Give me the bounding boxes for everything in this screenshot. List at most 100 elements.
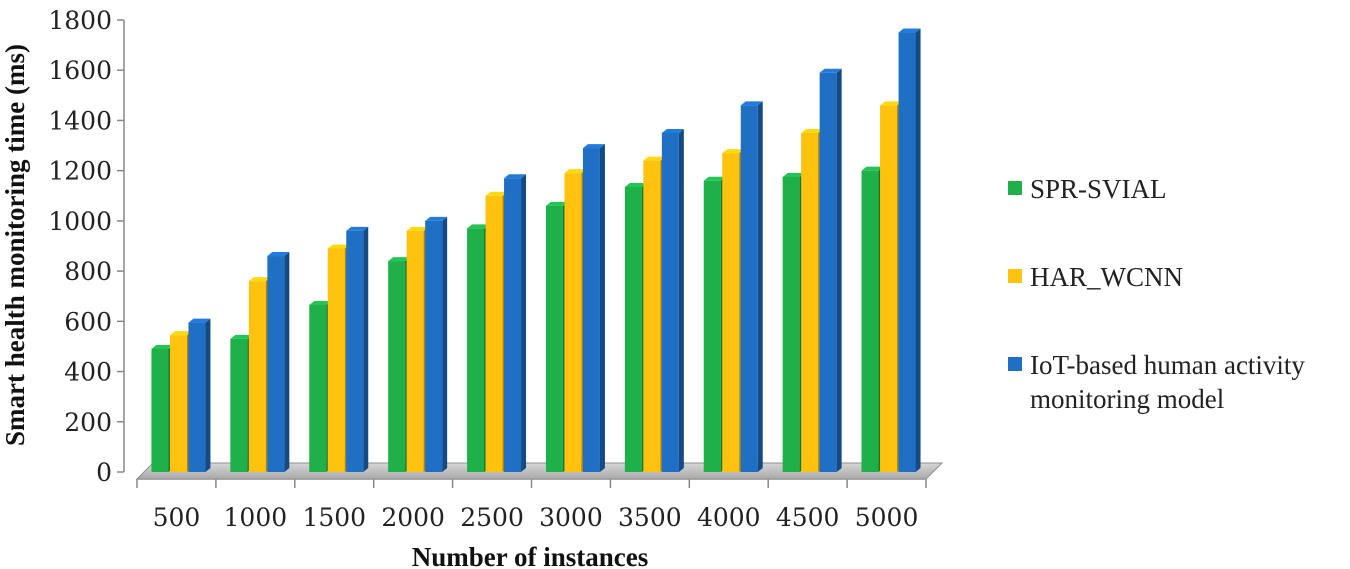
- x-tick-label: 5000: [855, 503, 919, 532]
- bar-side: [915, 28, 921, 473]
- bar-front: [467, 228, 485, 472]
- bar-front: [898, 32, 916, 473]
- bar: [346, 226, 369, 472]
- bar-group-500: [151, 318, 211, 472]
- bar-front: [309, 305, 327, 472]
- bar-side: [836, 68, 842, 472]
- bar: [267, 252, 290, 472]
- bar-top: [801, 129, 824, 133]
- bar-group-1500: [309, 226, 369, 472]
- bar-top: [564, 169, 587, 174]
- legend-label: monitoring model: [1030, 384, 1224, 414]
- y-tick-label: 1400: [48, 106, 112, 135]
- bar-side: [757, 101, 763, 472]
- bar-front: [188, 322, 206, 472]
- bar-front: [880, 105, 898, 472]
- bar-front: [485, 195, 503, 472]
- bar-front: [406, 230, 424, 472]
- y-axis-title: Smart health monitoring time (ms): [0, 44, 30, 446]
- y-tick-label: 0: [96, 458, 112, 487]
- legend-label: HAR_WCNN: [1030, 262, 1183, 292]
- bar-top: [861, 166, 884, 171]
- bar-front: [425, 220, 443, 472]
- legend-label: SPR-SVIAL: [1030, 174, 1167, 204]
- legend-item: HAR_WCNN: [1008, 262, 1183, 292]
- bar-top: [425, 216, 448, 221]
- bar-front: [151, 348, 169, 472]
- bar-top: [388, 257, 411, 262]
- bar-top: [309, 301, 332, 306]
- bar-top: [545, 201, 568, 206]
- bar-side: [205, 318, 211, 472]
- bar: [425, 216, 448, 472]
- x-tick-label: 1000: [224, 503, 288, 532]
- bar-group-5000: [861, 28, 921, 473]
- y-tick-label: 600: [64, 307, 112, 336]
- bar-front: [643, 160, 661, 472]
- bar-top: [406, 226, 429, 231]
- bar-front: [661, 133, 679, 472]
- bar-side: [284, 252, 290, 472]
- x-tick-label: 1500: [302, 503, 366, 532]
- bar-top: [327, 244, 350, 249]
- bar-top: [230, 334, 253, 339]
- bar: [188, 318, 211, 472]
- bar-front: [346, 230, 364, 472]
- bar-front: [722, 153, 740, 473]
- bar: [740, 101, 763, 472]
- bar-front: [327, 248, 345, 472]
- y-tick-label: 1600: [48, 56, 112, 85]
- x-tick-label: 3000: [539, 503, 603, 532]
- bar-side: [521, 174, 527, 472]
- legend-swatch: [1008, 181, 1022, 195]
- legend: SPR-SVIAL HAR_WCNN IoT-based human activit…: [1008, 174, 1305, 414]
- bar-group-4000: [703, 101, 763, 473]
- bar-top: [782, 172, 805, 177]
- bar-front: [624, 186, 642, 472]
- x-tick-label: 500: [153, 503, 201, 532]
- bar-top: [151, 344, 174, 349]
- x-tick-label: 2000: [381, 503, 445, 532]
- bar-side: [442, 216, 448, 472]
- bar-top: [722, 149, 745, 154]
- bar-group-2000: [388, 216, 448, 472]
- bar-front: [564, 173, 582, 472]
- bar-group-3000: [545, 144, 605, 473]
- y-tick-label: 1000: [48, 207, 112, 236]
- bar-group-4500: [782, 68, 842, 472]
- legend-item: IoT-based human activity monitoring model: [1008, 350, 1305, 414]
- x-axis-title: Number of instances: [412, 542, 649, 569]
- x-tick-label: 4500: [776, 503, 840, 532]
- bar-front: [230, 338, 248, 472]
- bar-top: [880, 101, 903, 106]
- bar-top: [643, 156, 666, 161]
- bar-front: [861, 170, 879, 472]
- legend-swatch: [1008, 269, 1022, 283]
- legend-swatch: [1008, 357, 1022, 371]
- y-tick-label: 1800: [48, 6, 112, 35]
- bar-top: [346, 226, 369, 231]
- bar: [504, 174, 527, 472]
- bar: [898, 28, 921, 473]
- bar-top: [819, 68, 842, 73]
- bar: [582, 144, 605, 473]
- bar-top: [504, 174, 527, 179]
- bar-top: [485, 191, 508, 196]
- bar-side: [599, 144, 605, 473]
- bar-top: [898, 28, 921, 33]
- bar-front: [169, 335, 187, 472]
- y-tick-label: 400: [64, 358, 112, 387]
- bar-side: [363, 226, 369, 472]
- bar-front: [388, 261, 406, 472]
- x-tick-label: 3500: [618, 503, 682, 532]
- x-tick-labels: 500 1000 1500 2000 2500 3000 3500 4000 4500 5000: [153, 503, 919, 532]
- bar-side: [678, 129, 684, 472]
- y-tick-label: 200: [64, 408, 112, 437]
- y-tick-label: 1200: [48, 157, 112, 186]
- bar-front: [267, 256, 285, 472]
- bar-front: [782, 176, 800, 472]
- bar-front: [703, 180, 721, 472]
- bar-top: [582, 144, 605, 149]
- bar-front: [819, 72, 837, 472]
